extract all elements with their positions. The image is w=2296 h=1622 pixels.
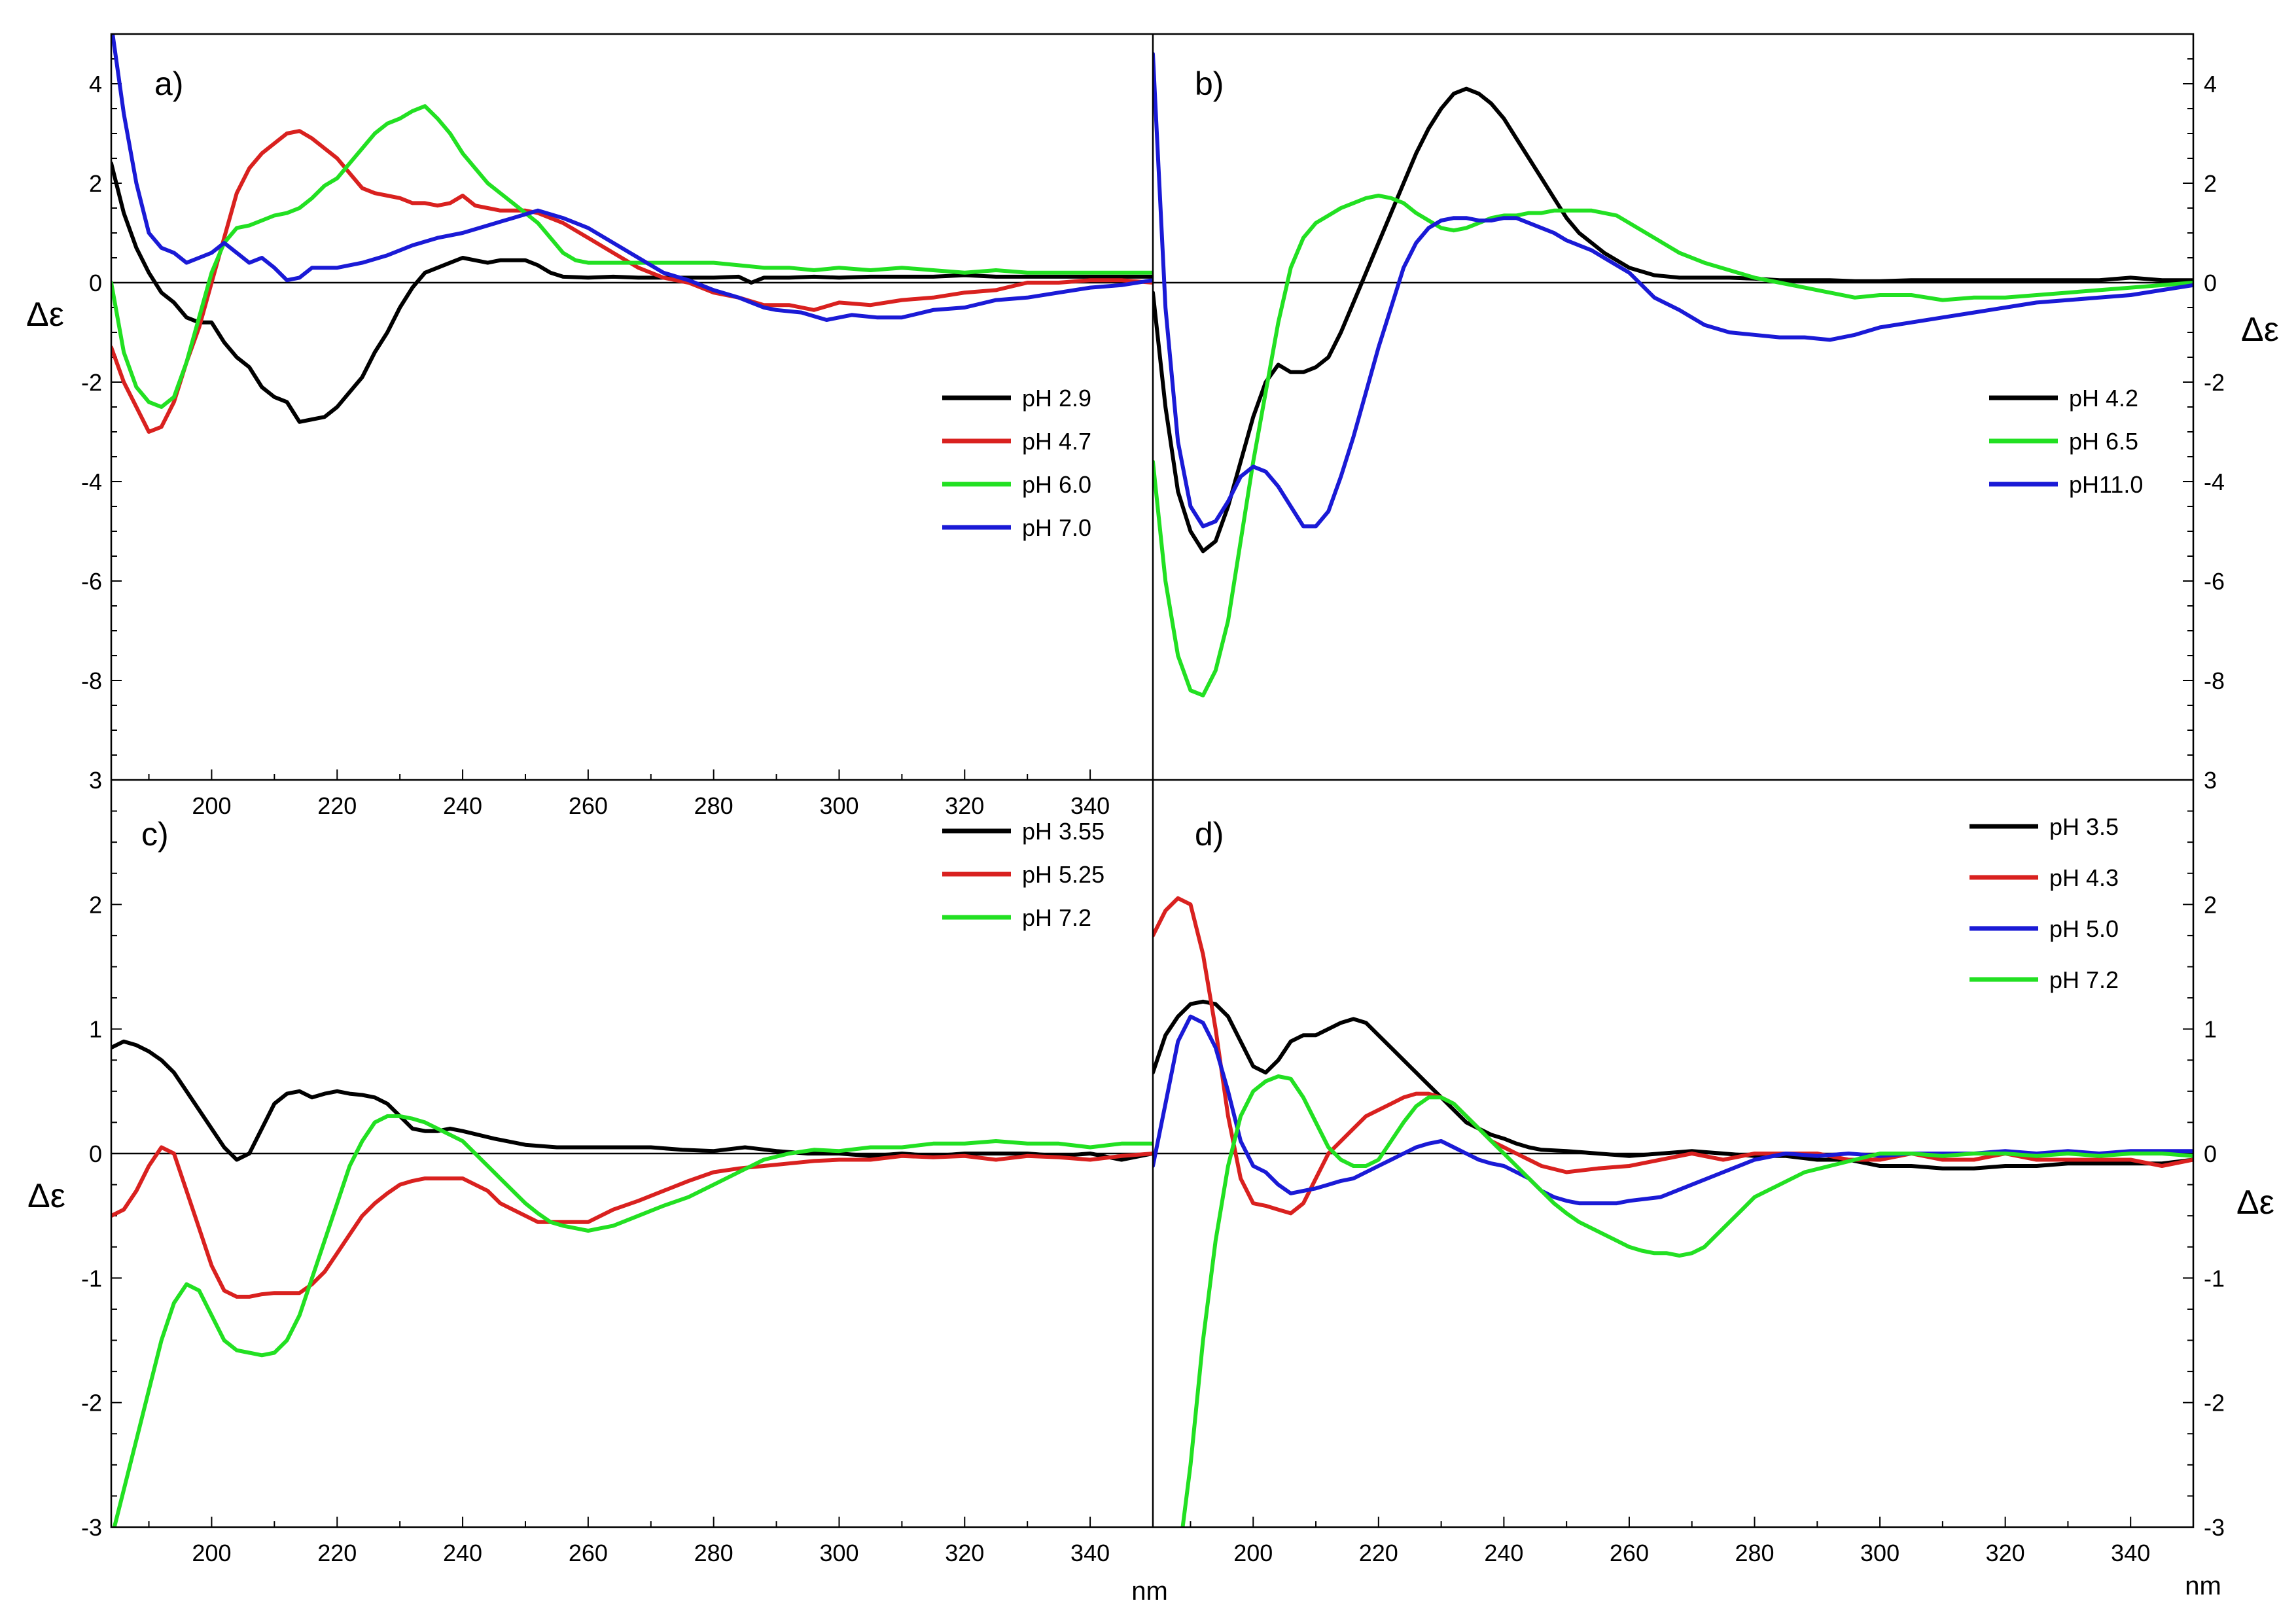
- y-tick-label: -4: [81, 468, 102, 495]
- legend-label: pH 3.5: [2049, 813, 2119, 840]
- x-tick-label: 220: [1359, 1540, 1398, 1566]
- x-tick-label: 320: [1986, 1540, 2025, 1566]
- panel-d: -3 -2 -1 0 1 2 3 200 220 240 260 280 300 320 340 pH 3.5…: [1153, 767, 2274, 1566]
- x-axis-unit-label-right: nm: [2185, 1572, 2221, 1600]
- y-tick-label-top: 3: [89, 767, 102, 794]
- x-axis-unit-label-left: nm: [1131, 1577, 1168, 1606]
- legend-label: pH 6.0: [1022, 471, 1091, 498]
- y-tick-label: 0: [89, 1140, 102, 1167]
- x-tick-label: 320: [945, 1540, 984, 1566]
- x-tick-label: 340: [2111, 1540, 2150, 1566]
- y-tick-label: 2: [89, 170, 102, 197]
- legend-label: pH11.0: [2069, 471, 2143, 498]
- y-axis-label: Δε: [27, 1177, 65, 1215]
- legend-label: pH 5.25: [1022, 861, 1104, 888]
- x-tick-label: 240: [443, 1540, 482, 1566]
- y-tick-label: -2: [81, 1390, 102, 1417]
- series-line-ph4-2: [1153, 86, 2193, 554]
- series-line-ph6-5: [1153, 194, 2193, 697]
- series-line-ph6-0: [111, 104, 1153, 409]
- y-tick-label: -2: [2204, 1390, 2225, 1417]
- y-tick-label: -1: [81, 1265, 102, 1292]
- y-tick-label: 1: [89, 1016, 102, 1043]
- y-tick-label: 2: [2204, 891, 2217, 918]
- legend-label: pH 6.5: [2069, 428, 2138, 455]
- series-line-ph7-2: [1180, 1074, 2193, 1527]
- x-tick-label: 280: [694, 1540, 733, 1566]
- x-tick-label: 200: [192, 1540, 231, 1566]
- y-tick-label: 1: [2204, 1016, 2217, 1043]
- legend-label: pH 7.2: [1022, 904, 1091, 931]
- y-tick-label: -3: [2204, 1514, 2225, 1541]
- legend-label: pH 7.0: [1022, 514, 1091, 541]
- y-tick-label: -8: [2204, 667, 2225, 694]
- series-line-ph4-7: [111, 129, 1153, 434]
- y-tick-label: 0: [2204, 270, 2217, 296]
- x-tick-label: 200: [192, 792, 231, 819]
- panel-label: c): [141, 816, 169, 853]
- legend-label: pH 4.7: [1022, 428, 1091, 455]
- x-tick-label: 240: [443, 792, 482, 819]
- y-tick-label-top: 3: [2204, 767, 2217, 794]
- y-axis-label: Δε: [2236, 1184, 2274, 1222]
- x-tick-label: 260: [569, 792, 608, 819]
- x-tick-label: 300: [819, 1540, 858, 1566]
- x-tick-label: 340: [1070, 792, 1110, 819]
- y-axis-label: Δε: [2241, 311, 2279, 349]
- series-line-ph2-9: [111, 161, 1153, 424]
- x-tick-label: 220: [317, 792, 357, 819]
- y-tick-label: -6: [2204, 568, 2225, 595]
- series-line-ph11-0: [1153, 52, 2193, 529]
- x-tick-label: 240: [1484, 1540, 1523, 1566]
- y-tick-label: 2: [89, 891, 102, 918]
- x-tick-label: 280: [694, 792, 733, 819]
- legend-label: pH 4.3: [2049, 864, 2119, 891]
- legend-label: pH 2.9: [1022, 385, 1091, 412]
- panel-a: -8 -6 -4 -2 0 2 4 200 220 240 260 280 300 320 340 pH 2.…: [26, 33, 1154, 819]
- x-tick-label: 260: [569, 1540, 608, 1566]
- y-tick-label: -8: [81, 667, 102, 694]
- x-tick-label: 260: [1610, 1540, 1649, 1566]
- y-tick-label: -2: [81, 369, 102, 396]
- y-axis-label: Δε: [26, 296, 64, 334]
- panel-label: d): [1195, 816, 1224, 853]
- y-tick-label: 0: [2204, 1140, 2217, 1167]
- series-line-ph7-2: [112, 1114, 1153, 1527]
- series-line-ph5-25: [111, 1145, 1153, 1299]
- series-line-ph7-0: [111, 34, 1153, 322]
- x-tick-label: 220: [317, 1540, 357, 1566]
- x-tick-label: 280: [1735, 1540, 1774, 1566]
- y-tick-label: 0: [89, 270, 102, 296]
- series-line-ph3-55: [111, 1039, 1153, 1162]
- legend-label: pH 5.0: [2049, 915, 2119, 942]
- y-tick-label: 2: [2204, 170, 2217, 197]
- x-tick-label: 340: [1070, 1540, 1110, 1566]
- y-tick-label: -1: [2204, 1265, 2225, 1292]
- x-tick-label: 320: [945, 792, 984, 819]
- y-tick-label: 4: [2204, 71, 2217, 97]
- legend-label: pH 7.2: [2049, 966, 2119, 993]
- legend-label: pH 4.2: [2069, 385, 2138, 412]
- panel-label: a): [154, 65, 183, 102]
- y-tick-label: 4: [89, 71, 102, 97]
- x-tick-label: 200: [1233, 1540, 1273, 1566]
- panel-label: b): [1195, 65, 1224, 102]
- x-tick-label: 300: [1860, 1540, 1899, 1566]
- legend-label: pH 3.55: [1022, 818, 1104, 845]
- y-tick-label: -3: [81, 1514, 102, 1541]
- panel-b: -8 -6 -4 -2 0 2 4 pH 4.2 pH 6.5 pH11.0 b) Δε: [1153, 33, 2279, 781]
- x-tick-label: 300: [819, 792, 858, 819]
- y-tick-label: -4: [2204, 468, 2225, 495]
- y-tick-label: -6: [81, 568, 102, 595]
- y-tick-label: -2: [2204, 369, 2225, 396]
